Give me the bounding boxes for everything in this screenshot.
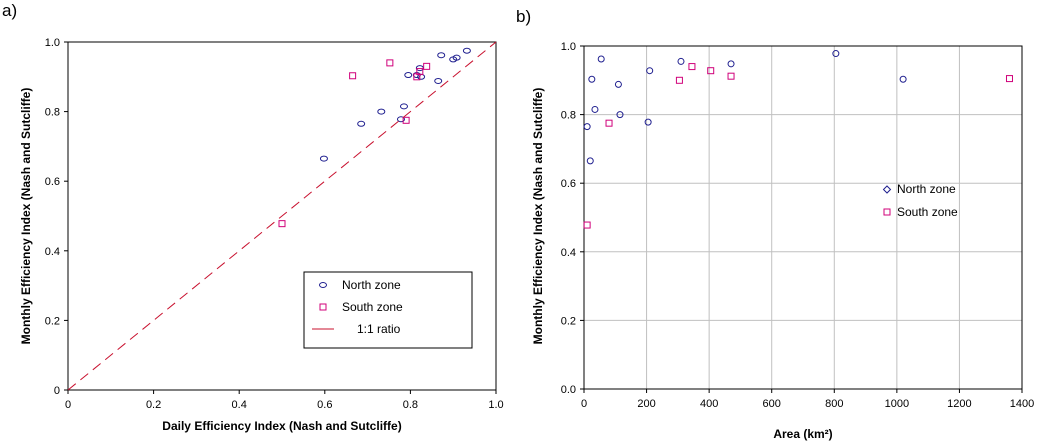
ratio-line xyxy=(67,41,497,391)
ticks-b: 0 200 400 600 800 1000 1200 1400 0.0 0.2 0.4 0.6 0.8… xyxy=(561,41,1035,410)
x-tick-label: 0 xyxy=(581,398,587,410)
north-zone-point xyxy=(583,123,591,131)
y-tick-label: 0.0 xyxy=(561,384,576,396)
y-axis-title-a: Monthly Efficiency Index (Nash and Sutcl… xyxy=(19,88,33,345)
north-zone-point xyxy=(591,105,599,113)
y-tick-label: 0 xyxy=(54,385,60,397)
south-zone-point xyxy=(583,221,591,229)
north-zone-point xyxy=(357,120,366,127)
x-tick-label: 600 xyxy=(763,398,781,410)
y-tick-label: 1.0 xyxy=(561,41,576,53)
north-zone-point xyxy=(646,67,654,75)
north-zone-point xyxy=(597,55,605,63)
south-zone-point xyxy=(278,220,286,228)
north-zone-point xyxy=(404,72,413,79)
y-tick-label: 0.2 xyxy=(561,315,576,327)
x-tick-label: 800 xyxy=(825,398,843,410)
legend-box-a xyxy=(303,271,473,349)
x-tick-label: 400 xyxy=(700,398,718,410)
y-tick-label: 0.2 xyxy=(45,315,60,327)
data-b xyxy=(583,50,1013,229)
north-zone-point xyxy=(614,80,622,88)
legend-b: North zone South zone xyxy=(882,182,958,219)
y-tick-label: 0.6 xyxy=(45,176,60,188)
north-zone-point xyxy=(396,116,405,123)
legend-a: North zone South zone 1:1 ratio xyxy=(303,271,473,349)
north-zone-point xyxy=(644,118,652,126)
south-zone-point xyxy=(386,59,394,67)
south-zone-point xyxy=(402,116,410,124)
x-tick-label: 1400 xyxy=(1010,398,1034,410)
x-tick-label: 1000 xyxy=(885,398,909,410)
legend-ratio-label-a: 1:1 ratio xyxy=(357,322,401,336)
y-tick-label: 1.0 xyxy=(45,37,60,49)
north-zone-point xyxy=(452,54,461,61)
x-tick-label: 0 xyxy=(65,399,71,411)
north-zone-point xyxy=(377,108,386,115)
x-tick-label: 0.8 xyxy=(403,399,418,411)
south-zone-point xyxy=(675,76,683,84)
x-tick-label: 200 xyxy=(637,398,655,410)
x-tick-label: 0.6 xyxy=(317,399,332,411)
x-axis-title-a: Daily Efficiency Index (Nash and Sutclif… xyxy=(162,419,401,433)
y-tick-label: 0.6 xyxy=(561,178,576,190)
plot-frame-b xyxy=(583,45,1023,390)
panel-label-b: b) xyxy=(516,7,531,26)
legend-north-label-a: North zone xyxy=(342,278,401,292)
south-zone-point xyxy=(707,67,715,75)
chart-a: a) 0 0.2 0.4 0.6 0.8 1.0 0 0.2 0.4 0.6 0.8 1.0 Dail… xyxy=(2,1,504,433)
south-zone-point xyxy=(423,62,431,70)
data-a xyxy=(67,41,497,391)
north-zone-point xyxy=(616,111,624,119)
legend-north-marker-b xyxy=(882,185,892,194)
north-zone-point xyxy=(319,155,328,162)
south-zone-point xyxy=(727,72,735,80)
y-tick-label: 0.8 xyxy=(45,107,60,119)
north-zone-point xyxy=(677,57,685,65)
gridlines-b xyxy=(584,46,1022,389)
north-zone-point xyxy=(899,75,907,83)
south-zone-point xyxy=(605,119,613,127)
y-axis-title-b: Monthly Efficiency Index (Nash and Sutcl… xyxy=(531,88,545,345)
north-zone-point xyxy=(727,60,735,68)
x-tick-label: 0.2 xyxy=(146,399,161,411)
y-tick-label: 0.8 xyxy=(561,110,576,122)
panel-label-a: a) xyxy=(2,1,17,20)
y-tick-label: 0.4 xyxy=(45,246,60,258)
legend-south-label-b: South zone xyxy=(897,205,958,219)
legend-south-marker-b xyxy=(883,208,891,216)
x-axis-title-b: Area (km²) xyxy=(773,427,832,441)
legend-north-marker-a xyxy=(319,282,327,288)
ticks-a: 0 0.2 0.4 0.6 0.8 1.0 0 0.2 0.4 0.6 0.8 1.0 xyxy=(45,37,504,411)
north-zone-point xyxy=(437,52,446,59)
north-zone-point xyxy=(462,47,471,54)
legend-south-label-a: South zone xyxy=(342,300,403,314)
chart-b: b) 0 200 400 600 800 1000 1200 1400 0.0 0.2 0.4 0.6… xyxy=(516,7,1034,441)
south-zone-point xyxy=(349,72,357,80)
x-tick-label: 0.4 xyxy=(232,399,247,411)
plot-frame-a xyxy=(67,41,497,391)
legend-south-marker-a xyxy=(319,303,327,311)
south-zone-point xyxy=(688,63,696,71)
north-zone-point xyxy=(586,157,594,165)
south-zone-point xyxy=(1005,75,1013,83)
south-zone-point xyxy=(416,68,424,76)
y-tick-label: 0.4 xyxy=(561,247,576,259)
north-zone-point xyxy=(832,50,840,58)
north-zone-point xyxy=(434,77,443,84)
x-tick-label: 1200 xyxy=(947,398,971,410)
legend-north-label-b: North zone xyxy=(897,182,956,196)
north-zone-point xyxy=(588,75,596,83)
x-tick-label: 1.0 xyxy=(488,399,503,411)
north-zone-point xyxy=(399,103,408,110)
